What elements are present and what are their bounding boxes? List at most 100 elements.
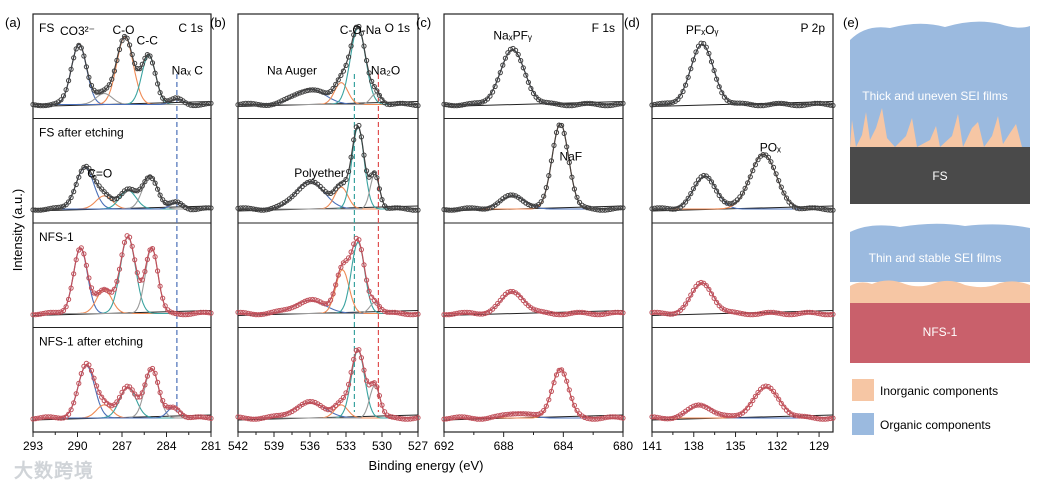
data-point <box>317 183 323 190</box>
data-point <box>289 93 295 99</box>
data-point <box>695 281 702 287</box>
data-point <box>286 410 292 416</box>
fit-envelope <box>238 238 418 315</box>
data-point <box>703 283 709 289</box>
data-point <box>50 205 56 211</box>
data-point <box>322 90 328 96</box>
data-point <box>190 102 196 109</box>
data-point <box>727 308 733 314</box>
data-point <box>382 308 388 314</box>
data-point <box>351 32 357 38</box>
data-point <box>35 207 41 213</box>
data-point <box>99 394 105 400</box>
data-point <box>63 304 69 310</box>
data-point <box>464 309 470 315</box>
data-point <box>703 404 709 410</box>
data-point <box>789 411 795 417</box>
data-point <box>602 207 608 213</box>
data-point <box>361 43 367 49</box>
data-point <box>605 207 611 213</box>
data-point <box>402 416 408 422</box>
data-point <box>94 383 100 389</box>
data-point <box>546 100 552 106</box>
data-point <box>73 257 79 263</box>
data-point <box>456 414 462 420</box>
data-point <box>454 103 460 109</box>
data-point <box>459 309 465 316</box>
data-point <box>597 416 603 422</box>
data-point <box>294 91 300 97</box>
data-point <box>330 85 336 92</box>
data-point <box>271 101 277 107</box>
data-point <box>495 413 501 419</box>
data-point <box>541 309 547 315</box>
data-point <box>714 76 720 82</box>
data-point <box>268 309 274 315</box>
data-point <box>620 310 626 316</box>
peak-annotation: FS <box>39 21 54 35</box>
data-point <box>412 311 418 317</box>
data-point <box>610 414 616 420</box>
data-point <box>739 311 746 317</box>
data-point <box>484 96 491 102</box>
data-point <box>817 311 823 317</box>
data-point <box>238 205 244 211</box>
data-point <box>111 286 118 292</box>
data-point <box>467 100 473 107</box>
data-point <box>610 310 616 316</box>
data-point <box>132 257 138 263</box>
data-point <box>652 309 658 315</box>
data-point <box>144 52 150 58</box>
data-point <box>794 205 800 211</box>
data-point <box>441 101 447 107</box>
data-point <box>781 101 787 107</box>
data-point <box>652 414 658 420</box>
data-point <box>548 158 555 164</box>
data-point <box>523 411 529 417</box>
peak-annotation: Na₂O <box>371 64 400 78</box>
data-point <box>543 99 549 106</box>
data-point <box>827 415 834 422</box>
data-point <box>170 310 176 316</box>
data-point <box>358 247 364 253</box>
data-point <box>582 204 588 210</box>
data-point <box>389 205 395 211</box>
data-point <box>502 412 508 418</box>
data-point <box>755 157 761 163</box>
data-point <box>361 367 367 373</box>
data-point <box>786 312 792 318</box>
data-point <box>546 397 552 403</box>
data-point <box>592 311 598 318</box>
legend-swatch-organic <box>852 413 874 435</box>
data-point <box>459 414 465 420</box>
data-point <box>119 389 125 395</box>
fit-component-naxpfy <box>444 49 623 106</box>
data-point <box>760 103 766 109</box>
data-point <box>482 416 488 422</box>
data-point <box>73 391 79 397</box>
data-point <box>599 207 606 213</box>
data-point <box>765 154 772 160</box>
data-point <box>727 201 733 207</box>
data-point <box>157 389 163 396</box>
data-point <box>680 202 686 208</box>
x-tick-label: 533 <box>336 439 356 453</box>
legend-swatch-inorganic <box>852 379 874 401</box>
data-point <box>732 100 738 106</box>
data-point <box>809 205 815 211</box>
data-point <box>263 102 269 109</box>
data-point <box>400 311 406 317</box>
data-point <box>758 311 764 317</box>
data-point <box>268 102 274 108</box>
data-point <box>142 55 148 61</box>
data-point <box>294 189 300 195</box>
data-point <box>672 414 678 421</box>
data-point <box>794 311 800 317</box>
panel-label: (c) <box>416 15 431 30</box>
data-point <box>734 310 740 316</box>
data-point <box>548 388 555 394</box>
data-point <box>147 53 153 59</box>
data-point <box>195 310 201 316</box>
data-point <box>129 186 135 193</box>
